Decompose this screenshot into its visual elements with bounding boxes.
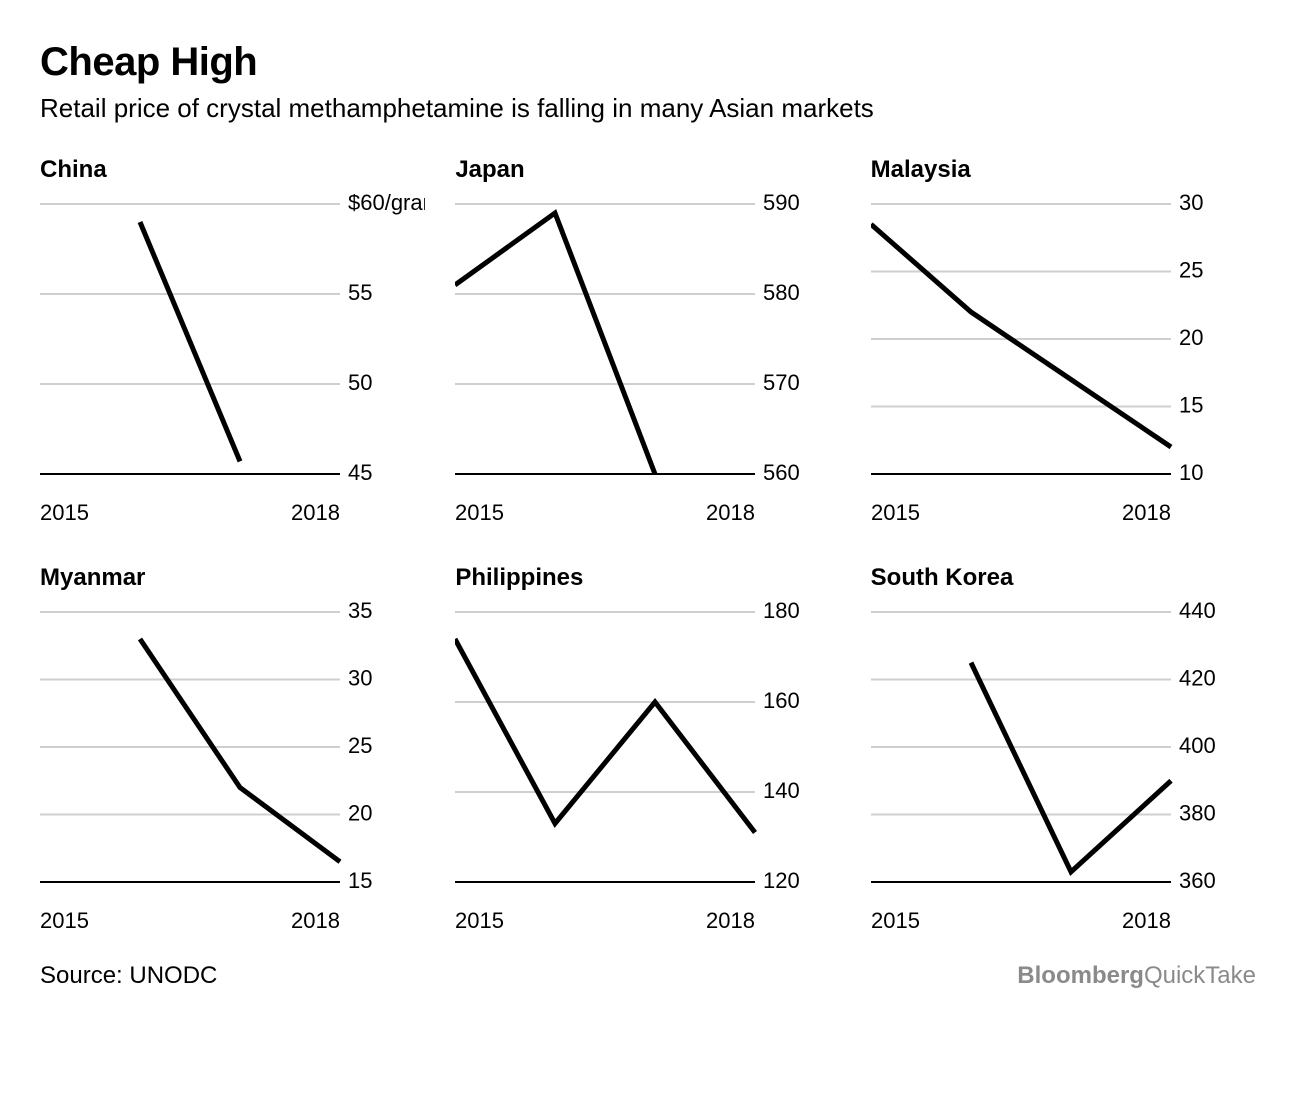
- y-tick-label: 20: [1179, 325, 1203, 350]
- y-tick-label: 140: [763, 778, 800, 803]
- data-series: [455, 639, 755, 833]
- y-tick-label: 10: [1179, 460, 1203, 485]
- y-tick-label: 360: [1179, 868, 1216, 893]
- y-tick-label: 15: [348, 868, 372, 893]
- y-tick-label: 560: [763, 460, 800, 485]
- y-tick-label: 30: [1179, 194, 1203, 215]
- chart-plot: 180 160 140 120 2015 2018: [455, 602, 840, 932]
- chart-panel: Myanmar353025201520152018: [40, 564, 425, 932]
- y-tick-label: 400: [1179, 733, 1216, 758]
- brand-light: QuickTake: [1144, 962, 1256, 989]
- chart-container: Cheap High Retail price of crystal metha…: [40, 40, 1256, 990]
- y-tick-label: 20: [348, 800, 372, 825]
- chart-panel: Malaysia302520151020152018: [871, 156, 1256, 524]
- small-multiples-grid: China$60/gram55504520152018Japan59058057…: [40, 156, 1256, 932]
- chart-panel: South Korea 440 420 400 380 360 2015 2018: [871, 564, 1256, 932]
- y-tick-label: 15: [1179, 392, 1203, 417]
- y-tick-label: 25: [348, 733, 372, 758]
- y-tick-label: 35: [348, 602, 372, 623]
- y-tick-label: 30: [348, 665, 372, 690]
- y-tick-label: 45: [348, 460, 372, 485]
- chart-panel: China $60/gram 55 50 45 2015 2018: [40, 156, 425, 524]
- x-tick-label: 2018: [706, 500, 755, 524]
- chart-plot: 353025201520152018: [40, 602, 425, 932]
- y-tick-label: 580: [763, 280, 800, 305]
- chart-title: Cheap High: [40, 40, 1256, 85]
- x-tick-label: 2018: [291, 500, 340, 524]
- chart-panel: Philippines 180 160 140 120 2015 2018: [455, 564, 840, 932]
- chart-plot: 440 420 400 380 360 2015 2018: [871, 602, 1256, 932]
- brand-text: BloombergQuickTake: [1017, 962, 1256, 990]
- y-tick-label: 440: [1179, 602, 1216, 623]
- data-series: [871, 224, 1171, 447]
- y-tick-label: 50: [348, 370, 372, 395]
- y-tick-label: 590: [763, 194, 800, 215]
- chart-panel: Japan 590 580 570 560 2015 2018: [455, 156, 840, 524]
- x-tick-label: 2015: [455, 500, 504, 524]
- brand-bold: Bloomberg: [1017, 962, 1144, 989]
- x-tick-label: 2015: [455, 908, 504, 932]
- panel-title: Japan: [455, 156, 840, 184]
- y-tick-label: 55: [348, 280, 372, 305]
- y-tick-label: 160: [763, 688, 800, 713]
- x-tick-label: 2015: [871, 908, 920, 932]
- y-tick-label: $60/gram: [348, 194, 425, 215]
- x-tick-label: 2018: [1122, 500, 1171, 524]
- x-tick-label: 2015: [871, 500, 920, 524]
- chart-plot: $60/gram 55 50 45 2015 2018: [40, 194, 425, 524]
- y-tick-label: 180: [763, 602, 800, 623]
- y-tick-label: 120: [763, 868, 800, 893]
- x-tick-label: 2018: [1122, 908, 1171, 932]
- chart-footer: Source: UNODC BloombergQuickTake: [40, 962, 1256, 990]
- data-series: [140, 639, 340, 862]
- data-series: [971, 663, 1171, 872]
- x-tick-label: 2015: [40, 908, 89, 932]
- y-tick-label: 570: [763, 370, 800, 395]
- panel-title: Malaysia: [871, 156, 1256, 184]
- chart-plot: 590 580 570 560 2015 2018: [455, 194, 840, 524]
- source-text: Source: UNODC: [40, 962, 217, 990]
- chart-plot: 302520151020152018: [871, 194, 1256, 524]
- x-tick-label: 2018: [291, 908, 340, 932]
- x-tick-label: 2015: [40, 500, 89, 524]
- y-tick-label: 380: [1179, 800, 1216, 825]
- panel-title: China: [40, 156, 425, 184]
- y-tick-label: 25: [1179, 257, 1203, 282]
- y-tick-label: 420: [1179, 665, 1216, 690]
- x-tick-label: 2018: [706, 908, 755, 932]
- data-series: [455, 213, 655, 474]
- data-series: [140, 222, 240, 461]
- chart-subtitle: Retail price of crystal methamphetamine …: [40, 93, 1256, 124]
- panel-title: Myanmar: [40, 564, 425, 592]
- panel-title: Philippines: [455, 564, 840, 592]
- panel-title: South Korea: [871, 564, 1256, 592]
